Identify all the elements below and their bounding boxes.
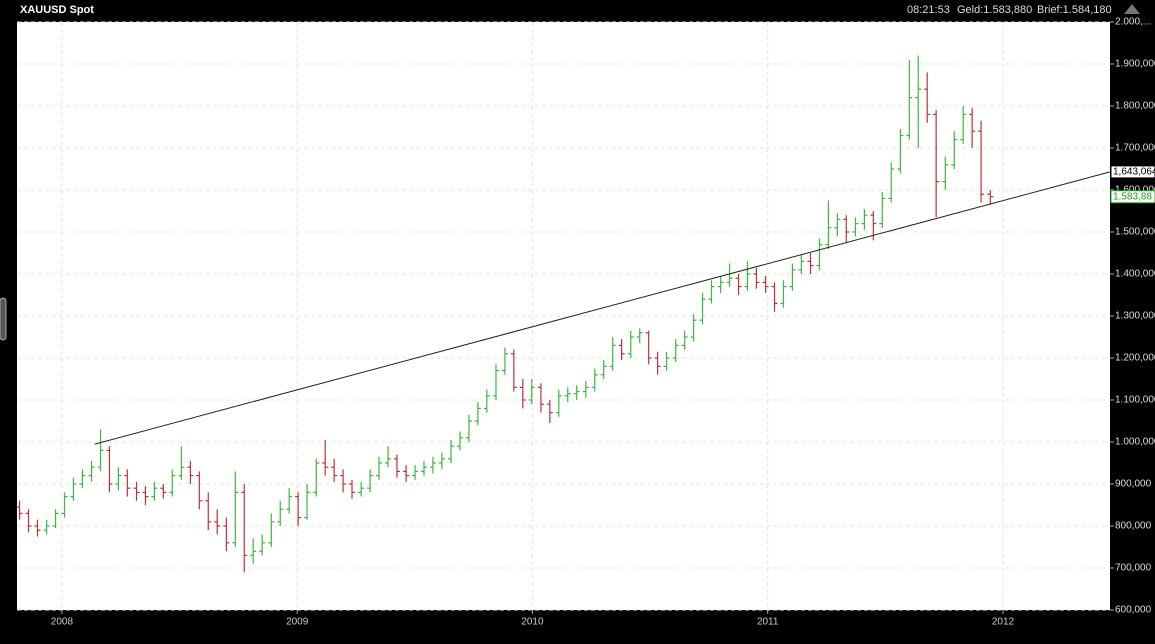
- ask: Brief:1.584,180: [1037, 4, 1112, 16]
- y-tick-label: 800,000: [1115, 521, 1152, 532]
- y-tick-label: 1.000,000: [1115, 437, 1155, 448]
- y-tick-label: 700,000: [1115, 563, 1152, 574]
- bid: Geld:1.583,880: [957, 4, 1032, 16]
- y-tick-label: 1.200,000: [1115, 353, 1155, 364]
- y-tick-label: 1.500,000: [1115, 227, 1155, 238]
- y-tick-label: 600,000: [1115, 605, 1152, 616]
- x-tick-label: 2010: [521, 617, 544, 628]
- symbol-title: XAUUSD Spot: [20, 4, 94, 16]
- y-tick-label: 1.800,000: [1115, 101, 1155, 112]
- menu-icon[interactable]: [1124, 4, 1140, 14]
- y-tick-label: 2.000,...: [1115, 17, 1151, 28]
- y-tick-label: 1.700,000: [1115, 143, 1155, 154]
- x-tick-label: 2011: [757, 617, 779, 628]
- x-tick-label: 2012: [992, 617, 1015, 628]
- y-tick-label: 1.400,000: [1115, 269, 1155, 280]
- trend-tag-label: 1,643,064: [1113, 167, 1155, 178]
- y-tick-label: 1.900,000: [1115, 59, 1155, 70]
- x-tick-label: 2008: [51, 617, 74, 628]
- y-tick-label: 900,000: [1115, 479, 1152, 490]
- x-tick-label: 2009: [286, 617, 309, 628]
- side-handle[interactable]: [0, 297, 7, 341]
- last-price-label: 1,583,88: [1113, 191, 1152, 202]
- trend-line: [94, 171, 1111, 445]
- y-tick-label: 1.300,000: [1115, 311, 1155, 322]
- y-tick-label: 1.100,000: [1115, 395, 1155, 406]
- last-price-tag: [1110, 190, 1155, 204]
- y-tick-label: 1.600,000: [1115, 185, 1155, 196]
- time: 08:21:53: [907, 4, 950, 16]
- trend-tag: [1110, 165, 1155, 179]
